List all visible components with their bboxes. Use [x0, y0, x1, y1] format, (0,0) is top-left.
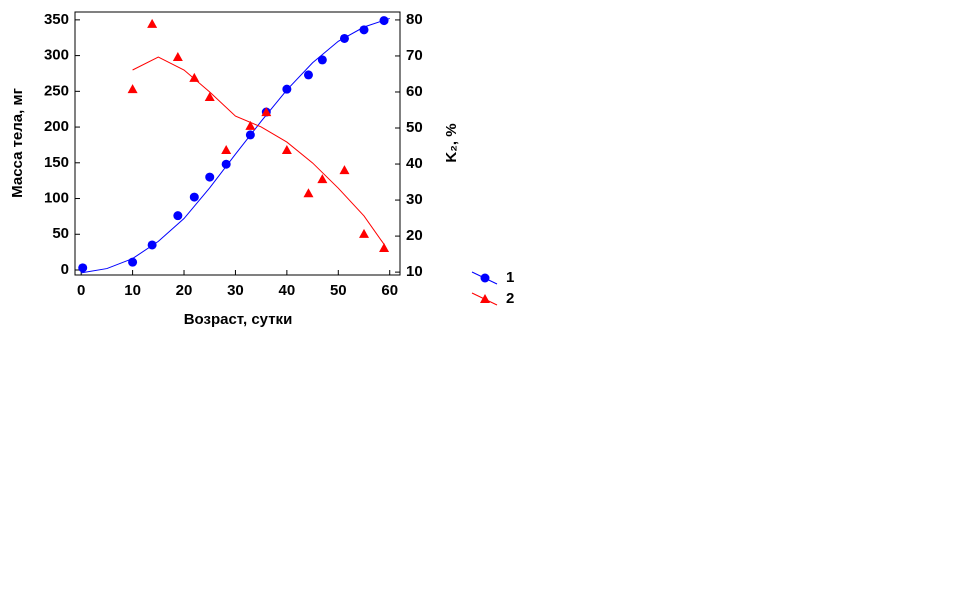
marker — [204, 92, 215, 102]
y2-tick-label: 80 — [406, 11, 423, 28]
y-tick-label: 300 — [44, 47, 69, 64]
marker — [339, 165, 350, 175]
marker — [261, 107, 272, 117]
marker — [379, 16, 389, 26]
marker — [205, 172, 215, 182]
marker — [147, 240, 157, 250]
marker — [317, 174, 328, 184]
x-tick-label: 50 — [330, 282, 347, 299]
marker — [303, 70, 313, 80]
x-tick-label: 40 — [279, 282, 296, 299]
x-tick-label: 60 — [381, 282, 398, 299]
y2-axis-title: K₂, % — [443, 123, 460, 162]
marker — [281, 144, 292, 154]
y-tick-label: 0 — [61, 261, 69, 278]
marker — [221, 159, 231, 169]
marker — [379, 242, 390, 252]
marker — [127, 84, 138, 94]
y-tick-label: 150 — [44, 154, 69, 171]
y2-tick-label: 10 — [406, 263, 423, 280]
y2-tick-label: 20 — [406, 227, 423, 244]
legend-label: 1 — [506, 269, 514, 286]
y2-tick-label: 30 — [406, 191, 423, 208]
x-tick-label: 20 — [176, 282, 193, 299]
fit-line — [132, 56, 385, 246]
marker — [282, 84, 292, 94]
marker — [339, 33, 349, 43]
marker — [172, 52, 183, 62]
marker — [245, 120, 256, 130]
marker — [173, 211, 183, 221]
y-axis-title: Масса тела, мг — [9, 88, 26, 198]
x-tick-label: 10 — [124, 282, 141, 299]
legend-label: 2 — [506, 290, 514, 307]
marker — [359, 228, 370, 238]
x-axis-title: Возраст, сутки — [184, 311, 293, 328]
marker — [128, 257, 138, 267]
x-tick-label: 0 — [77, 282, 85, 299]
marker — [189, 192, 199, 202]
y2-tick-label: 70 — [406, 47, 423, 64]
y-tick-label: 200 — [44, 118, 69, 135]
y-tick-label: 100 — [44, 189, 69, 206]
marker — [147, 18, 158, 28]
y-tick-label: 250 — [44, 82, 69, 99]
y-tick-label: 350 — [44, 11, 69, 28]
marker — [245, 130, 255, 140]
marker — [303, 188, 314, 198]
marker — [317, 55, 327, 65]
legend-marker — [480, 294, 490, 303]
y2-tick-label: 40 — [406, 155, 423, 172]
y2-tick-label: 60 — [406, 83, 423, 100]
plot-frame — [74, 11, 401, 276]
legend-marker — [480, 273, 490, 283]
marker — [221, 144, 232, 154]
x-tick-label: 30 — [227, 282, 244, 299]
marker — [189, 72, 200, 82]
y-tick-label: 50 — [52, 225, 69, 242]
marker — [359, 25, 369, 35]
y2-tick-label: 50 — [406, 119, 423, 136]
marker — [78, 263, 88, 273]
